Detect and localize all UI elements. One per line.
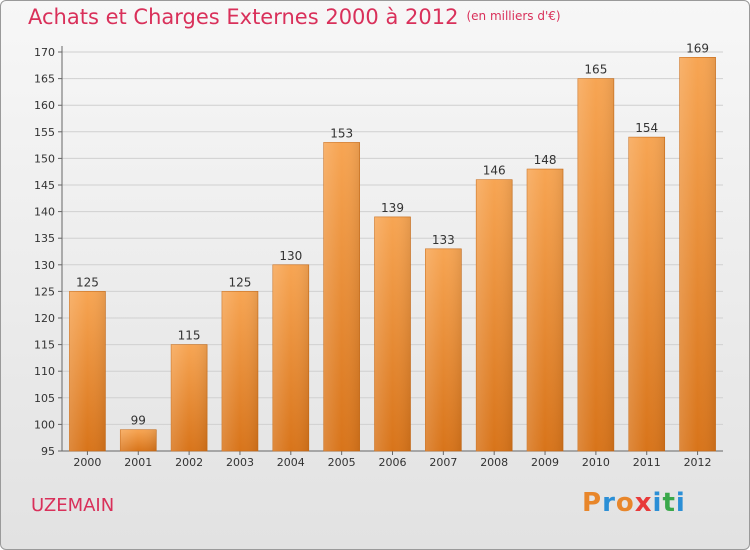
y-tick-label: 155: [34, 126, 55, 139]
axes: 95 100 105 110 115 120 125 130 135 140 145 150 155 16…: [34, 46, 723, 469]
data-label: 139: [381, 201, 404, 215]
x-tick-label: 2011: [633, 456, 661, 469]
bar-shine: [476, 179, 513, 451]
y-tick-label: 115: [34, 339, 55, 352]
x-tick-label: 2005: [328, 456, 356, 469]
y-tick-label: 95: [41, 445, 55, 458]
y-tick-label: 110: [34, 365, 55, 378]
data-label: 154: [635, 121, 658, 135]
x-tick-label: 2012: [684, 456, 712, 469]
data-labels: 125 99 115 125 130 153 139 133 146 148 165 154 169: [76, 41, 709, 427]
chart-title: Achats et Charges Externes 2000 à 2012 (e…: [28, 5, 561, 29]
y-tick-label: 135: [34, 232, 55, 245]
commune-name: UZEMAIN: [31, 495, 115, 516]
x-tick-label: 2009: [531, 456, 559, 469]
bar-shine: [272, 264, 309, 451]
x-tick-label: 2000: [73, 456, 101, 469]
x-tick-label: 2008: [480, 456, 508, 469]
bar-shine: [171, 344, 208, 451]
data-label: 165: [584, 63, 607, 77]
chart-title-text: Achats et Charges Externes 2000 à 2012: [28, 5, 459, 29]
data-label: 169: [686, 41, 709, 55]
bar-shine: [425, 248, 462, 451]
x-tick-label: 2006: [379, 456, 407, 469]
bar-shine: [374, 216, 411, 451]
data-label: 148: [534, 153, 557, 167]
y-tick-label: 130: [34, 259, 55, 272]
y-tick-label: 165: [34, 73, 55, 86]
bar-shine: [120, 429, 157, 451]
bar-shine: [69, 291, 106, 451]
x-tick-label: 2004: [277, 456, 305, 469]
y-tick-label: 125: [34, 285, 55, 298]
x-tick-label: 2002: [175, 456, 203, 469]
data-label: 153: [330, 126, 353, 140]
bar-shine: [323, 142, 360, 451]
y-tick-label: 140: [34, 206, 55, 219]
data-label: 146: [483, 164, 506, 178]
bar-shine: [628, 137, 665, 451]
data-label: 99: [131, 414, 146, 428]
bars: [69, 57, 716, 452]
y-tick-label: 105: [34, 392, 55, 405]
y-tick-label: 170: [34, 46, 55, 59]
y-tick-label: 120: [34, 312, 55, 325]
y-tick-label: 100: [34, 418, 55, 431]
data-label: 130: [279, 249, 302, 263]
y-tick-label: 145: [34, 179, 55, 192]
bar-shine: [527, 169, 564, 452]
data-label: 125: [229, 275, 252, 289]
y-tick-label: 150: [34, 152, 55, 165]
data-label: 115: [178, 329, 201, 343]
bar-shine: [221, 291, 258, 451]
x-tick-label: 2001: [124, 456, 152, 469]
x-tick-label: 2010: [582, 456, 610, 469]
x-tick-label: 2003: [226, 456, 254, 469]
y-tick-label: 160: [34, 99, 55, 112]
proxiti-logo[interactable]: Proxiti: [582, 488, 686, 518]
bar-shine: [679, 57, 716, 451]
data-label: 133: [432, 233, 455, 247]
x-tick-label: 2007: [429, 456, 457, 469]
data-label: 125: [76, 275, 99, 289]
bar-shine: [577, 78, 614, 451]
chart-unit: (en milliers d'€): [466, 9, 561, 23]
